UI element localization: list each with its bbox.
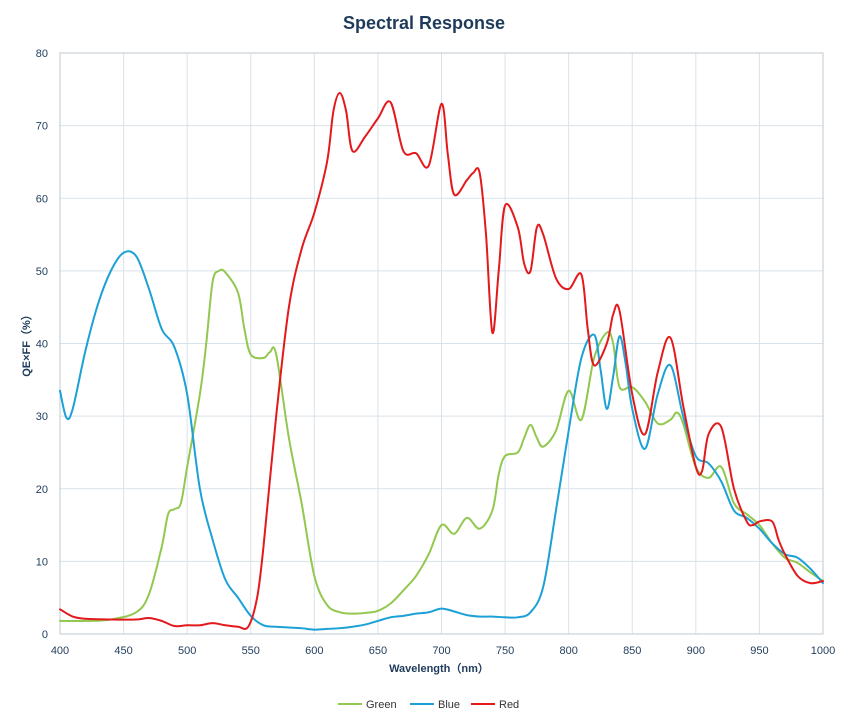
y-tick-label: 60 — [36, 193, 48, 205]
y-tick-label: 0 — [42, 629, 48, 641]
x-tick-label: 950 — [750, 645, 768, 657]
y-axis-label: QE×FF（%） — [20, 309, 33, 377]
y-tick-label: 50 — [36, 266, 48, 278]
plot-frame — [59, 52, 824, 635]
x-tick-label: 900 — [687, 645, 705, 657]
legend-label-blue: Blue — [438, 699, 460, 711]
series-lines — [59, 91, 824, 631]
legend-label-red: Red — [499, 699, 519, 711]
y-tick-label: 30 — [36, 411, 48, 423]
axis-ticks: 0 10 20 30 40 50 60 70 80 400 450 500 550 600 650 700 75… — [36, 48, 835, 657]
y-tick-label: 70 — [36, 121, 48, 133]
series-line-green — [59, 268, 824, 623]
x-tick-label: 450 — [114, 645, 132, 657]
x-tick-label: 750 — [496, 645, 514, 657]
x-tick-label: 400 — [51, 645, 69, 657]
x-tick-label: 650 — [369, 645, 387, 657]
legend: Green Blue Red — [338, 699, 519, 711]
x-tick-label: 700 — [432, 645, 450, 657]
x-tick-label: 800 — [559, 645, 577, 657]
x-axis-label: Wavelength（nm） — [389, 662, 489, 675]
x-tick-label: 850 — [623, 645, 641, 657]
x-tick-label: 550 — [242, 645, 260, 657]
y-tick-label: 20 — [36, 484, 48, 496]
y-tick-label: 80 — [36, 48, 48, 60]
x-tick-label: 600 — [305, 645, 323, 657]
y-tick-label: 10 — [36, 556, 48, 568]
series-line-red — [59, 91, 824, 630]
grid — [59, 52, 824, 635]
x-tick-label: 500 — [178, 645, 196, 657]
y-tick-label: 40 — [36, 339, 48, 351]
series-line-blue — [59, 250, 824, 631]
chart-title: Spectral Response — [343, 13, 505, 33]
x-tick-label: 1000 — [811, 645, 835, 657]
legend-label-green: Green — [366, 699, 397, 711]
